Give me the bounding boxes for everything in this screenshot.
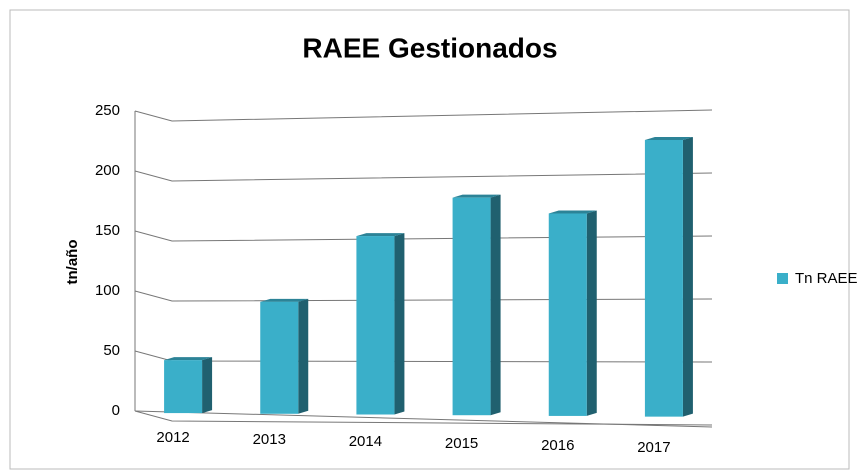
bar xyxy=(452,197,491,416)
x-tick-label: 2016 xyxy=(541,437,574,454)
bar-side xyxy=(490,194,501,416)
legend-swatch xyxy=(777,273,788,284)
bar xyxy=(644,139,683,417)
bar-top xyxy=(548,210,597,214)
bar-side xyxy=(394,233,405,415)
bar-top xyxy=(644,136,693,140)
grid-line xyxy=(134,170,713,182)
y-tick-label: 150 xyxy=(95,222,120,239)
y-tick-label: 250 xyxy=(95,102,120,119)
bar-top xyxy=(356,233,405,237)
bar xyxy=(260,301,299,414)
x-tick-label: 2012 xyxy=(156,429,189,446)
bar xyxy=(164,360,203,414)
y-tick-label: 0 xyxy=(112,402,120,419)
bar-top xyxy=(452,194,501,198)
bar-top xyxy=(164,357,213,361)
x-tick-label: 2015 xyxy=(445,435,478,452)
y-tick-label: 100 xyxy=(95,282,120,299)
x-tick-label: 2014 xyxy=(349,433,382,450)
chart-frame xyxy=(9,9,850,470)
bar xyxy=(356,236,395,415)
bar-top xyxy=(260,298,309,302)
y-tick-label: 50 xyxy=(103,342,120,359)
bar-side xyxy=(298,298,309,414)
x-axis xyxy=(134,410,713,428)
x-tick-label: 2017 xyxy=(637,439,670,456)
grid-line xyxy=(134,410,713,426)
x-tick-label: 2013 xyxy=(253,431,286,448)
y-axis-label: tn/año xyxy=(64,240,81,285)
bar-side xyxy=(682,136,693,417)
grid-line xyxy=(134,230,713,242)
bar xyxy=(548,213,587,416)
bar-side xyxy=(586,210,597,416)
legend-label: Tn RAEE xyxy=(795,270,858,287)
chart-title: RAEE Gestionados xyxy=(302,32,557,63)
y-tick-label: 200 xyxy=(95,162,120,179)
grid-line xyxy=(134,290,713,302)
grid-line xyxy=(134,109,713,122)
bar-side xyxy=(202,357,213,414)
